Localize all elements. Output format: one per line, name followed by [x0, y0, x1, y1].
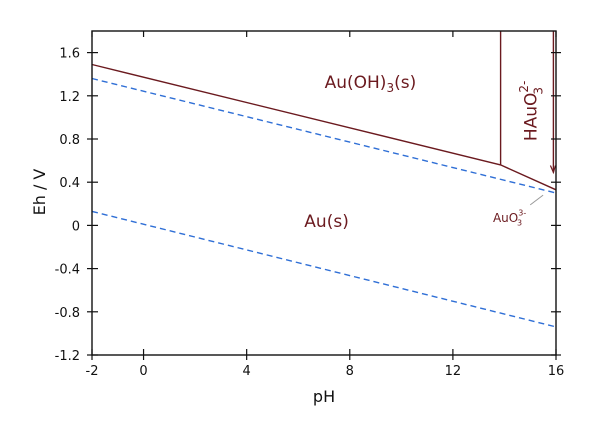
y-tick-label: 1.6 [59, 47, 80, 62]
y-tick-label: 0 [72, 219, 80, 234]
plot-area: Au(OH)3(s) Au(s) HAuO2-3 AuO3-3 [91, 31, 557, 328]
y-tick-label: 0.4 [59, 176, 80, 191]
y-tick-label: -0.4 [55, 263, 80, 278]
y-tick-label: 0.8 [59, 133, 80, 148]
axis-labels: pH Eh / V [30, 169, 335, 406]
x-tick-label: 16 [548, 364, 565, 379]
x-tick-label: -2 [86, 364, 99, 379]
y-axis-title: Eh / V [30, 169, 49, 216]
x-axis-title: pH [313, 387, 335, 406]
oxygen-line [91, 77, 557, 194]
x-tick-label: 0 [139, 364, 147, 379]
auo3-leader-line [529, 194, 544, 206]
region-label-auoh3: Au(OH)3(s) [325, 73, 417, 95]
y-tick-label: 1.2 [59, 90, 80, 105]
x-tick-label: 4 [243, 364, 251, 379]
plot-frame [91, 30, 557, 356]
y-tick-label: -1.2 [55, 349, 80, 364]
x-tick-label: 12 [445, 364, 462, 379]
x-tick-label: 8 [346, 364, 354, 379]
y-tick-label: -0.8 [55, 306, 80, 321]
boundary-arrow-icon [549, 165, 556, 175]
axes: -2 0 4 8 12 16 -1.2 -0.8 -0.4 0 0.4 0.8 1.2 1.6 [55, 30, 565, 379]
region-label-auo3: AuO3-3 [493, 208, 526, 227]
region-label-au: Au(s) [304, 212, 349, 232]
region-label-hauo3: HAuO2-3 [516, 81, 544, 142]
